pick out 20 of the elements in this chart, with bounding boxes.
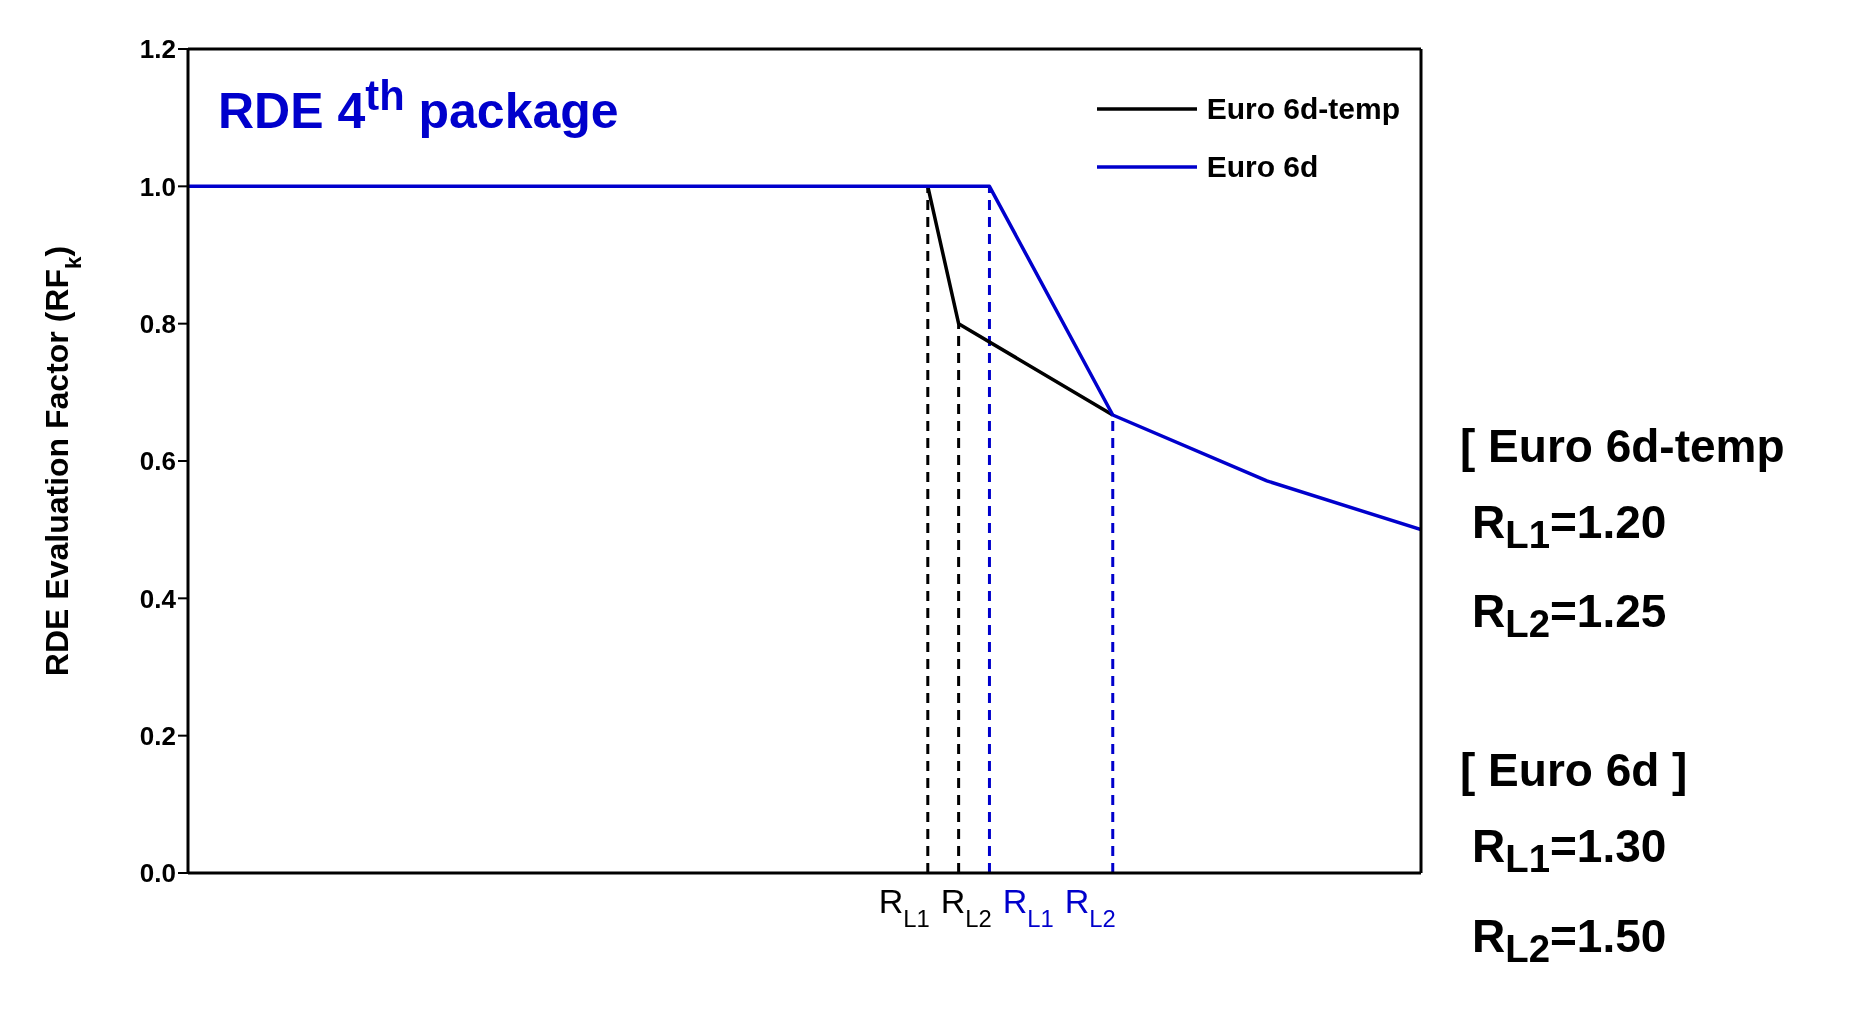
y-tick-label: 0.6 (139, 446, 176, 477)
text: R$_{L2}$=1.50 (1471, 908, 1668, 972)
y-tick-label: 0.2 (139, 720, 176, 751)
ref-line-label: R$_{L1}$ (878, 882, 930, 932)
ref-line-label: R$_{L2}$ (1064, 882, 1116, 932)
y-tick-label: 1.2 (139, 34, 176, 65)
ref-line-label: R$_{L1}$ (1002, 882, 1054, 932)
y-tick-label: 0.8 (139, 308, 176, 339)
ref-line-label: R$_{L2}$ (940, 882, 992, 932)
y-tick-label: 0.4 (139, 583, 177, 614)
text: R$_{L2}$=1.25 (1471, 584, 1668, 648)
text: R$_{L1}$=1.20 (1471, 495, 1668, 559)
y-tick-label: 0.0 (139, 858, 176, 889)
text: [ Euro 6d-temp (1460, 419, 1785, 474)
legend-label: Euro 6d (1206, 150, 1319, 184)
y-tick-label: 1.0 (139, 171, 176, 202)
text: R$_{L1}$=1.30 (1471, 819, 1668, 883)
text: RDE 4$^{th}$ package (218, 72, 619, 140)
text: [ Euro 6d ] (1460, 743, 1689, 799)
legend-label: Euro 6d-temp (1206, 92, 1400, 126)
